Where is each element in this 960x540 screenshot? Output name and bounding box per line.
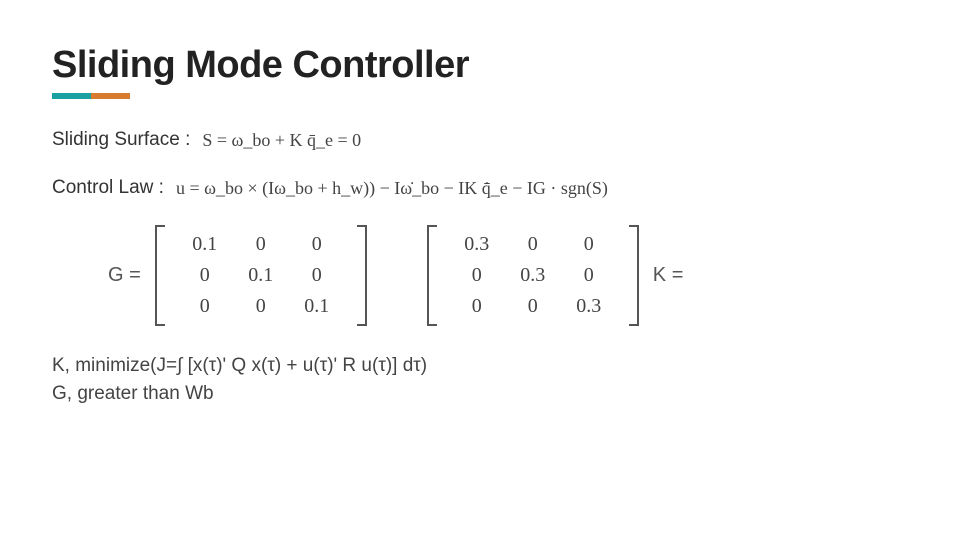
sliding-surface-line: Sliding Surface : S = ω_bo + K q̄_e = 0 bbox=[52, 129, 908, 151]
note-line-1: K, minimize(J=∫ [x(τ)' Q x(τ) + u(τ)' R … bbox=[52, 352, 908, 380]
control-law-formula: u = ω_bo × (Iω_bo + h_w)) − Iω̇_bo − IK … bbox=[176, 178, 608, 199]
matrix-g-table: 0.1 0 0 0 0.1 0 0 0 0.1 bbox=[177, 229, 345, 322]
note-line-2: G, greater than Wb bbox=[52, 380, 908, 408]
bracket-right-icon bbox=[627, 225, 639, 326]
page-title: Sliding Mode Controller bbox=[52, 44, 908, 87]
notes-block: K, minimize(J=∫ [x(τ)' Q x(τ) + u(τ)' R … bbox=[52, 352, 908, 407]
bracket-left-icon bbox=[155, 225, 167, 326]
sliding-surface-label: Sliding Surface : bbox=[52, 129, 190, 151]
underline-seg-1 bbox=[52, 93, 91, 99]
table-row: 0 0 0.1 bbox=[177, 291, 345, 322]
matrix-g-label: G = bbox=[108, 264, 141, 287]
matrix-cell: 0 bbox=[289, 229, 345, 260]
matrix-g: 0.1 0 0 0 0.1 0 0 0 0.1 bbox=[155, 225, 367, 326]
matrix-cell: 0 bbox=[233, 229, 289, 260]
slide-root: Sliding Mode Controller Sliding Surface … bbox=[0, 0, 960, 540]
table-row: 0.1 0 0 bbox=[177, 229, 345, 260]
matrix-cell: 0 bbox=[449, 291, 505, 322]
matrix-g-group: G = 0.1 0 0 0 0.1 0 0 0 bbox=[108, 225, 367, 326]
control-law-line: Control Law : u = ω_bo × (Iω_bo + h_w)) … bbox=[52, 177, 908, 199]
table-row: 0 0.3 0 bbox=[449, 260, 617, 291]
underline-seg-2 bbox=[91, 93, 130, 99]
matrix-cell: 0 bbox=[177, 291, 233, 322]
matrix-cell: 0 bbox=[177, 260, 233, 291]
sliding-surface-formula: S = ω_bo + K q̄_e = 0 bbox=[202, 130, 361, 151]
matrix-cell: 0 bbox=[233, 291, 289, 322]
control-law-label: Control Law : bbox=[52, 177, 164, 199]
table-row: 0 0.1 0 bbox=[177, 260, 345, 291]
title-underline bbox=[52, 93, 130, 99]
table-row: 0 0 0.3 bbox=[449, 291, 617, 322]
matrix-cell: 0.1 bbox=[233, 260, 289, 291]
matrix-k: 0.3 0 0 0 0.3 0 0 0 0.3 bbox=[427, 225, 639, 326]
matrix-cell: 0.3 bbox=[505, 260, 561, 291]
matrix-cell: 0 bbox=[561, 229, 617, 260]
matrix-cell: 0 bbox=[449, 260, 505, 291]
matrix-cell: 0 bbox=[561, 260, 617, 291]
matrix-cell: 0 bbox=[289, 260, 345, 291]
bracket-left-icon bbox=[427, 225, 439, 326]
matrix-k-table: 0.3 0 0 0 0.3 0 0 0 0.3 bbox=[449, 229, 617, 322]
matrix-cell: 0.3 bbox=[561, 291, 617, 322]
matrix-cell: 0.3 bbox=[449, 229, 505, 260]
table-row: 0.3 0 0 bbox=[449, 229, 617, 260]
matrix-k-group: 0.3 0 0 0 0.3 0 0 0 0.3 bbox=[427, 225, 684, 326]
matrix-cell: 0.1 bbox=[289, 291, 345, 322]
matrix-cell: 0 bbox=[505, 291, 561, 322]
matrix-k-label: K = bbox=[653, 264, 684, 287]
matrix-cell: 0.1 bbox=[177, 229, 233, 260]
matrices-row: G = 0.1 0 0 0 0.1 0 0 0 bbox=[108, 225, 908, 326]
matrix-cell: 0 bbox=[505, 229, 561, 260]
bracket-right-icon bbox=[355, 225, 367, 326]
